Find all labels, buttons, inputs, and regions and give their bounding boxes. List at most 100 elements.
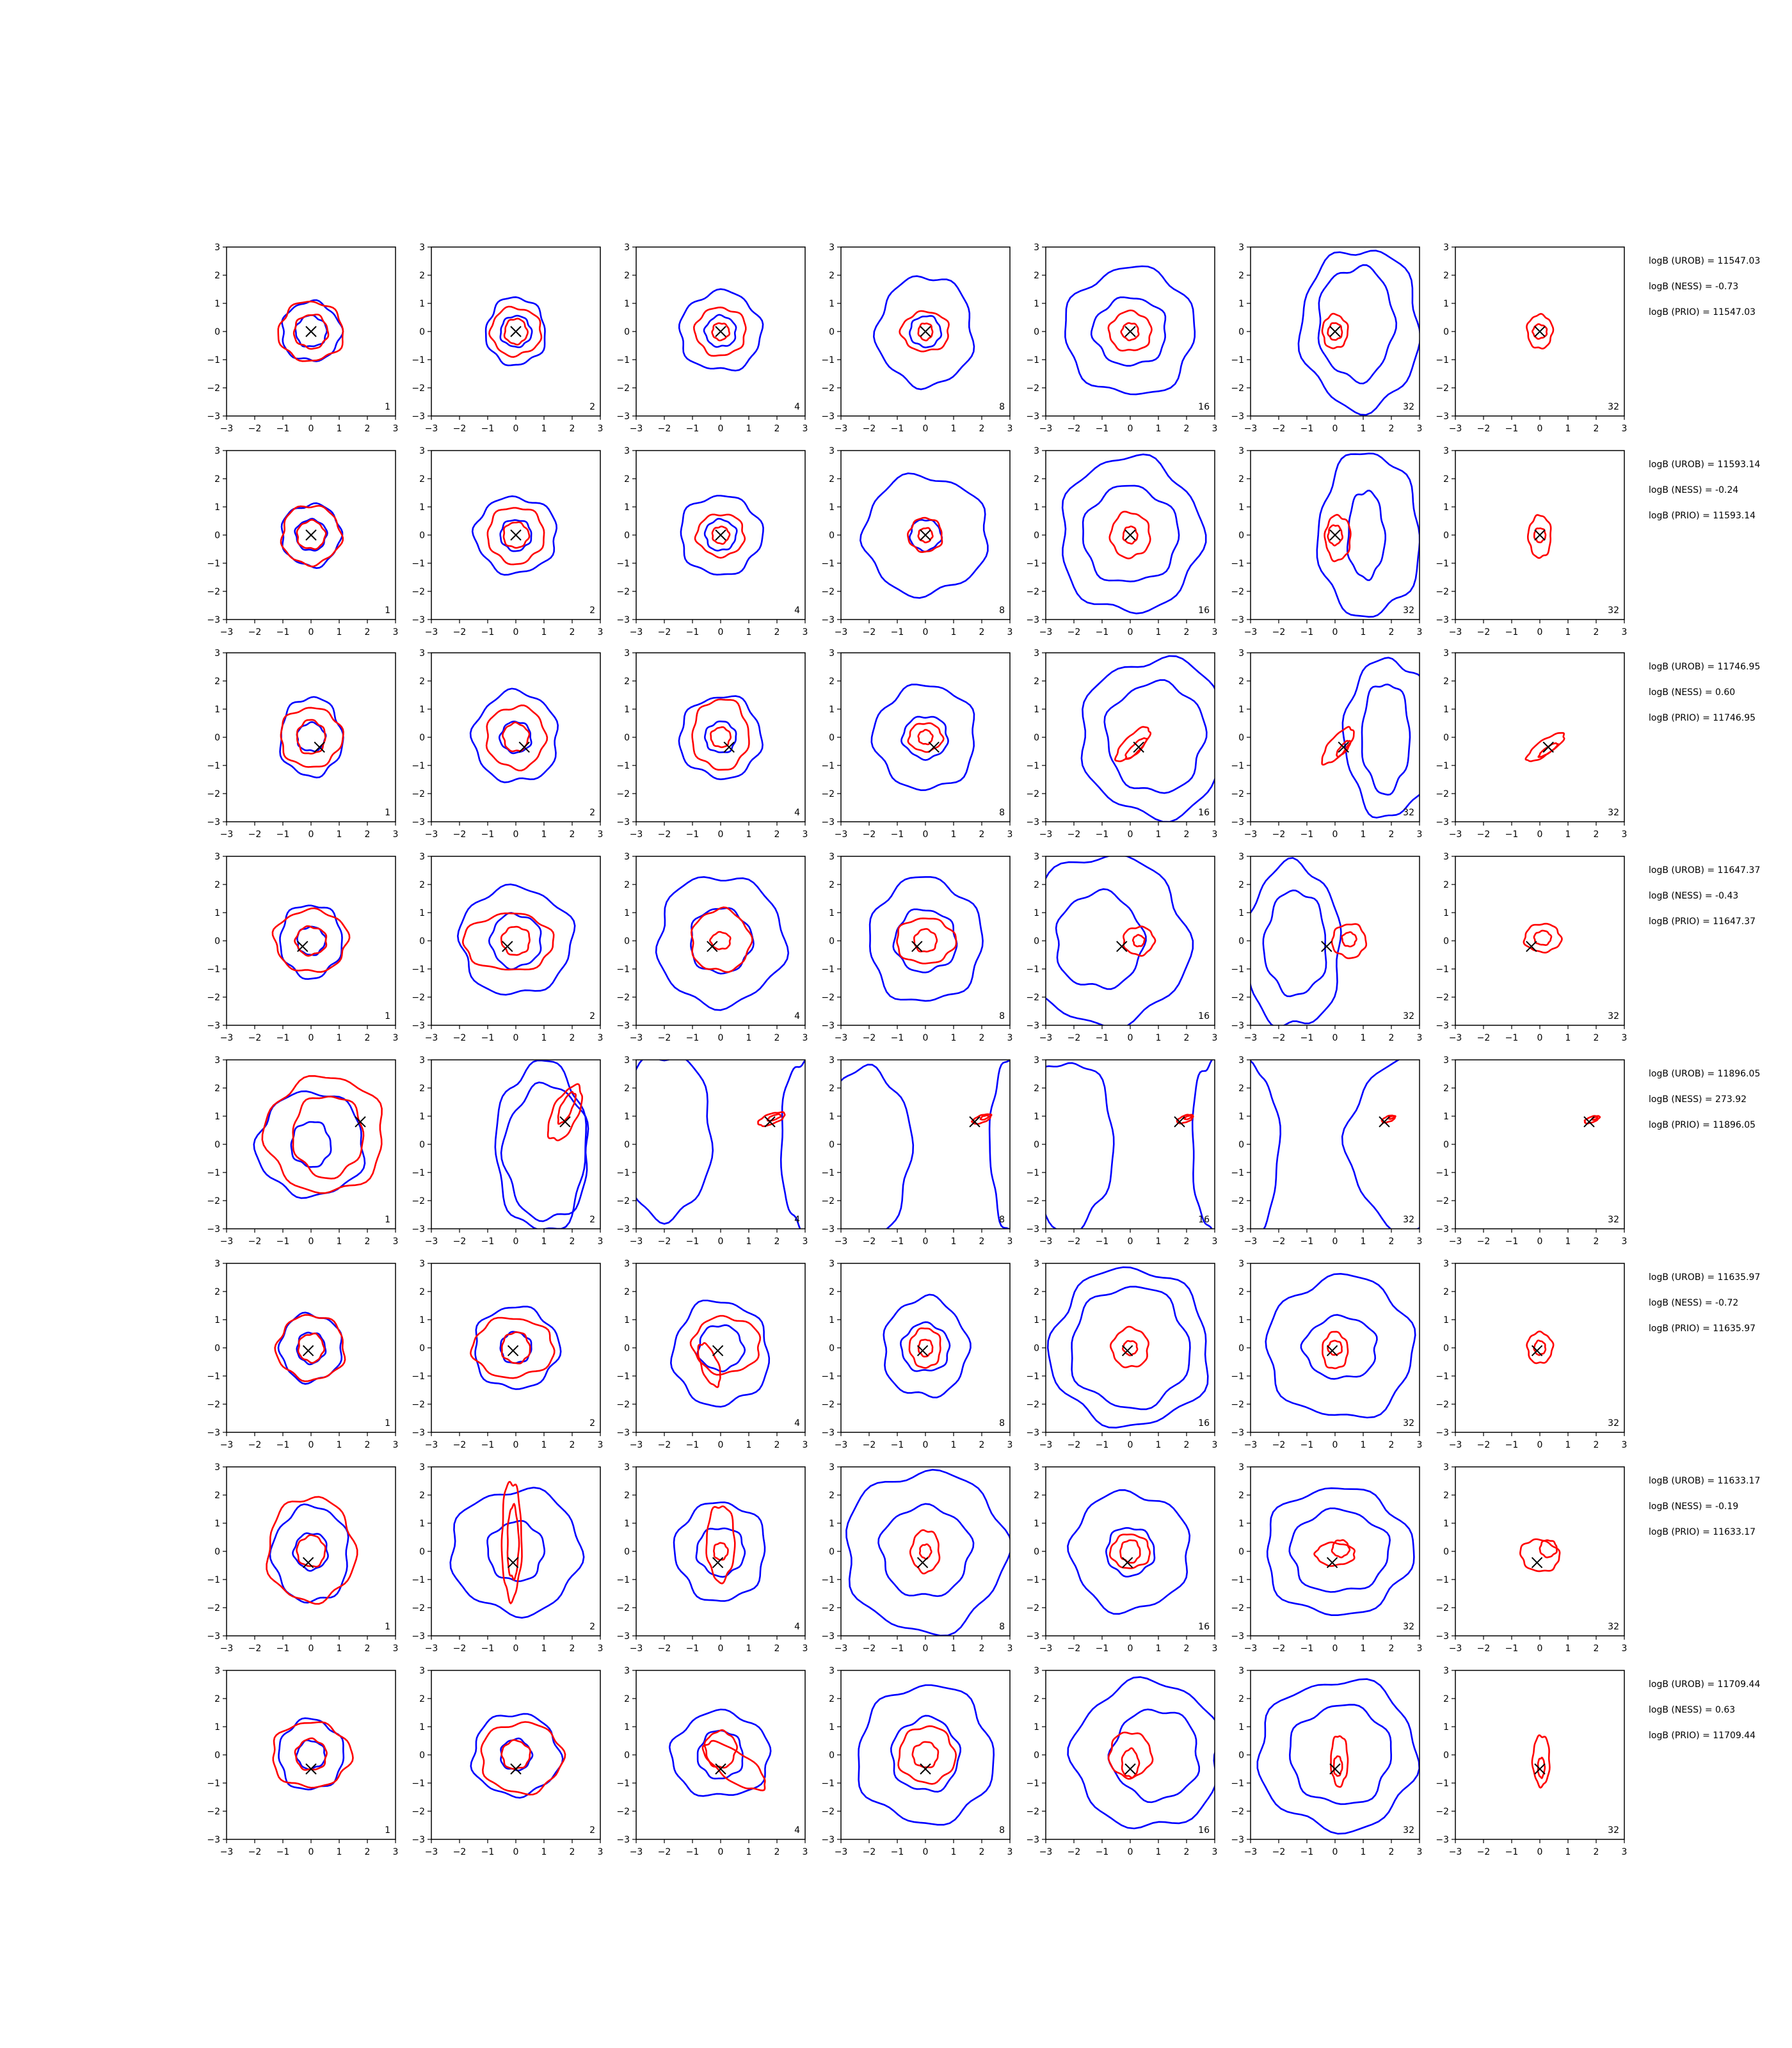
x-tick-label: 2	[570, 1440, 575, 1450]
x-tick-label: 3	[1007, 1033, 1013, 1043]
y-tick-label: 3	[1034, 1462, 1039, 1473]
x-tick-label: −2	[248, 829, 262, 840]
panel-label: 32	[1608, 1418, 1619, 1428]
axes-frame	[226, 856, 396, 1026]
y-tick-label: 0	[1034, 733, 1039, 743]
y-tick-label: 3	[1238, 446, 1244, 456]
y-tick-label: −2	[616, 383, 630, 394]
logb-stat: logB (UROB) = 11593.14	[1649, 460, 1761, 470]
x-tick-label: 1	[1361, 1847, 1366, 1857]
y-tick-label: 0	[1238, 327, 1244, 337]
panel-r4-c3: −3−3 −2 −2 −1 −1 0 0 1 1 2 2 3 3 4	[616, 852, 808, 1043]
true-value-marker	[507, 1556, 519, 1569]
x-tick-label: 3	[1417, 1644, 1423, 1654]
x-tick-label: 0	[1332, 424, 1338, 434]
y-tick-label: 2	[1034, 1287, 1039, 1297]
y-tick-label: −2	[207, 1196, 220, 1206]
y-tick-label: 3	[829, 852, 835, 862]
y-tick-label: 2	[624, 676, 630, 687]
y-tick-label: 3	[624, 1259, 630, 1269]
x-tick-label: −1	[276, 1440, 290, 1450]
y-tick-label: 0	[1238, 1140, 1244, 1150]
y-tick-label: 1	[624, 908, 630, 918]
y-tick-label: 1	[829, 1722, 835, 1732]
y-tick-label: 1	[1443, 705, 1449, 715]
plot-area	[1583, 1115, 1601, 1128]
y-tick-label: −1	[412, 355, 425, 365]
panel-label: 16	[1198, 605, 1210, 616]
red-contour	[280, 707, 344, 768]
y-tick-label: 1	[1238, 705, 1244, 715]
y-tick-label: 3	[829, 1055, 835, 1066]
y-tick-label: 0	[1238, 1547, 1244, 1557]
x-tick-label: 1	[1156, 627, 1162, 637]
y-tick-label: 1	[829, 502, 835, 513]
y-tick-label: 2	[1034, 1491, 1039, 1501]
y-tick-label: −2	[412, 1196, 425, 1206]
y-tick-label: 2	[624, 474, 630, 484]
x-tick-label: 1	[541, 829, 547, 840]
panel-label: 1	[385, 1622, 390, 1632]
x-tick-label: 0	[308, 1847, 314, 1857]
y-tick-label: 1	[1034, 908, 1039, 918]
x-tick-label: 1	[746, 424, 752, 434]
true-value-marker	[510, 529, 522, 541]
y-tick-label: 0	[214, 936, 220, 947]
blue-contour	[892, 908, 958, 973]
y-tick-label: 0	[829, 327, 835, 337]
y-tick-label: −2	[412, 587, 425, 597]
panel-r8-c7: −3−3 −2 −2 −1 −1 0 0 1 1 2 2 3 3 32	[1436, 1666, 1627, 1857]
y-tick-label: −3	[616, 817, 630, 828]
panel-label: 4	[794, 1418, 800, 1428]
x-tick-label: 1	[1361, 1440, 1366, 1450]
plot-area	[449, 1480, 585, 1619]
y-tick-label: 2	[419, 676, 425, 687]
y-tick-label: −3	[821, 1835, 835, 1845]
plot-area	[1064, 265, 1196, 396]
x-tick-label: 3	[598, 1033, 604, 1043]
x-tick-label: −3	[1449, 1440, 1462, 1450]
logb-stat: logB (NESS) = -0.24	[1649, 485, 1739, 495]
plot-area	[1523, 922, 1563, 954]
x-tick-label: −1	[276, 1644, 290, 1654]
plot-area	[1080, 655, 1215, 822]
y-tick-label: −1	[1026, 1372, 1039, 1382]
y-tick-label: −2	[1231, 1400, 1244, 1410]
x-tick-label: 0	[718, 1847, 724, 1857]
true-value-marker	[916, 1345, 929, 1357]
y-tick-label: −2	[1026, 587, 1039, 597]
y-tick-label: 2	[419, 1287, 425, 1297]
plot-area	[668, 1708, 772, 1797]
y-tick-label: −3	[1231, 1224, 1244, 1235]
panel-r8-c2: −3−3 −2 −2 −1 −1 0 0 1 1 2 2 3 3 2	[412, 1666, 603, 1857]
x-tick-label: 1	[1565, 627, 1571, 637]
true-value-marker	[1326, 1345, 1338, 1357]
x-tick-label: −2	[1068, 424, 1081, 434]
y-tick-label: 2	[419, 1694, 425, 1704]
y-tick-label: 0	[1443, 1140, 1449, 1150]
y-tick-label: 0	[624, 327, 630, 337]
y-tick-label: 3	[214, 1055, 220, 1066]
blue-contour	[1316, 452, 1420, 618]
x-tick-label: −1	[1096, 424, 1109, 434]
red-contour	[1322, 1331, 1349, 1370]
x-tick-label: 0	[923, 1644, 929, 1654]
y-tick-label: −2	[821, 993, 835, 1003]
x-tick-label: −3	[425, 829, 438, 840]
x-tick-label: 3	[1212, 1033, 1218, 1043]
y-tick-label: 3	[624, 1666, 630, 1676]
blue-contour	[988, 1060, 1010, 1229]
panel-r1-c5: −3−3 −2 −2 −1 −1 0 0 1 1 2 2 3 3 16	[1026, 243, 1217, 434]
y-tick-label: 2	[1443, 1084, 1449, 1094]
red-contour	[294, 1737, 328, 1771]
x-tick-label: 3	[393, 1644, 399, 1654]
red-contour	[917, 527, 934, 543]
y-tick-label: 2	[1443, 271, 1449, 281]
true-value-marker	[715, 326, 726, 337]
red-contour	[1108, 510, 1151, 560]
red-contour	[480, 1721, 566, 1796]
x-tick-label: 0	[1128, 424, 1133, 434]
y-tick-label: −3	[207, 1021, 220, 1031]
red-contour	[1523, 922, 1563, 954]
x-tick-label: 2	[1594, 829, 1599, 840]
